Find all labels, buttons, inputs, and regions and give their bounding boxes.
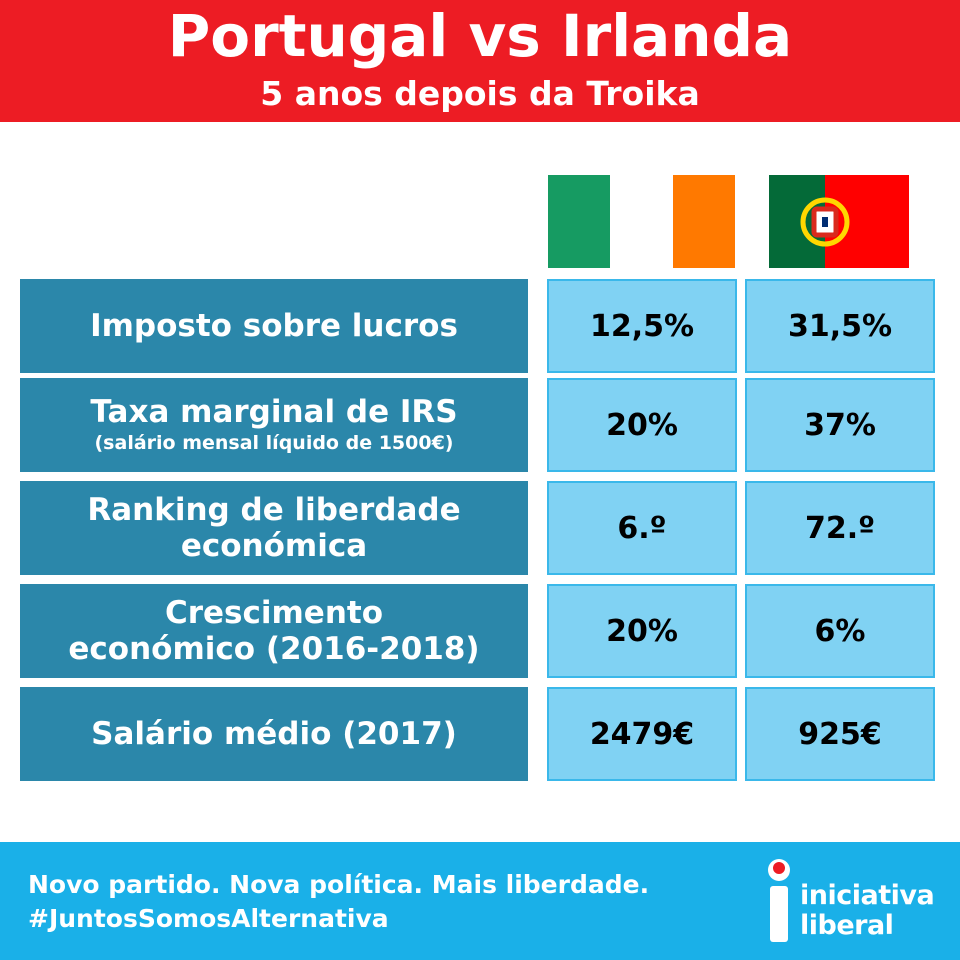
value-cell: 72.º — [745, 481, 935, 575]
portugal-sphere — [800, 197, 850, 247]
logo-text: iniciativa — [800, 880, 935, 911]
value-cell: 6% — [745, 584, 935, 678]
value-cell: 2479€ — [547, 687, 737, 781]
value-cell: 6.º — [547, 481, 737, 575]
row-label: Imposto sobre lucros — [20, 279, 528, 373]
row-label: Salário médio (2017) — [20, 687, 528, 781]
value-cell: 925€ — [745, 687, 935, 781]
row-label: Ranking de liberdade económica — [20, 481, 528, 575]
label-line: Ranking de liberdade — [87, 492, 461, 528]
value-cell: 12,5% — [547, 279, 737, 373]
logo-bar — [770, 886, 788, 942]
ireland-flag-green — [548, 175, 610, 268]
portugal-flag-red — [825, 175, 909, 268]
label-line: Salário médio (2017) — [91, 716, 457, 752]
label-line: Imposto sobre lucros — [90, 308, 458, 344]
ireland-flag-orange — [673, 175, 735, 268]
logo-text: liberal — [800, 910, 894, 941]
row-label: Taxa marginal de IRS (salário mensal líqu… — [20, 378, 528, 472]
logo-icon — [768, 859, 790, 942]
row-label: Crescimento económico (2016-2018) — [20, 584, 528, 678]
slogan: Novo partido. Nova política. Mais liberd… — [28, 870, 650, 899]
logo-dot-red — [773, 862, 785, 874]
portugal-quinas — [822, 217, 828, 227]
value-cell: 31,5% — [745, 279, 935, 373]
flags — [548, 175, 909, 268]
ireland-flag-white — [610, 175, 673, 268]
hashtag: #JuntosSomosAlternativa — [28, 904, 389, 933]
title: Portugal vs Irlanda — [167, 2, 793, 70]
footer: Novo partido. Nova política. Mais liberd… — [0, 842, 960, 960]
label-line: económica — [180, 528, 368, 564]
label-line: Crescimento — [164, 595, 384, 631]
label-line: Taxa marginal de IRS — [90, 394, 458, 430]
label-note: (salário mensal líquido de 1500€) — [94, 432, 454, 454]
subtitle: 5 anos depois da Troika — [260, 74, 700, 113]
value-cell: 20% — [547, 584, 737, 678]
label-line: económico (2016-2018) — [68, 631, 480, 667]
value-cell: 37% — [745, 378, 935, 472]
header: Portugal vs Irlanda 5 anos depois da Tro… — [0, 0, 960, 122]
value-cell: 20% — [547, 378, 737, 472]
